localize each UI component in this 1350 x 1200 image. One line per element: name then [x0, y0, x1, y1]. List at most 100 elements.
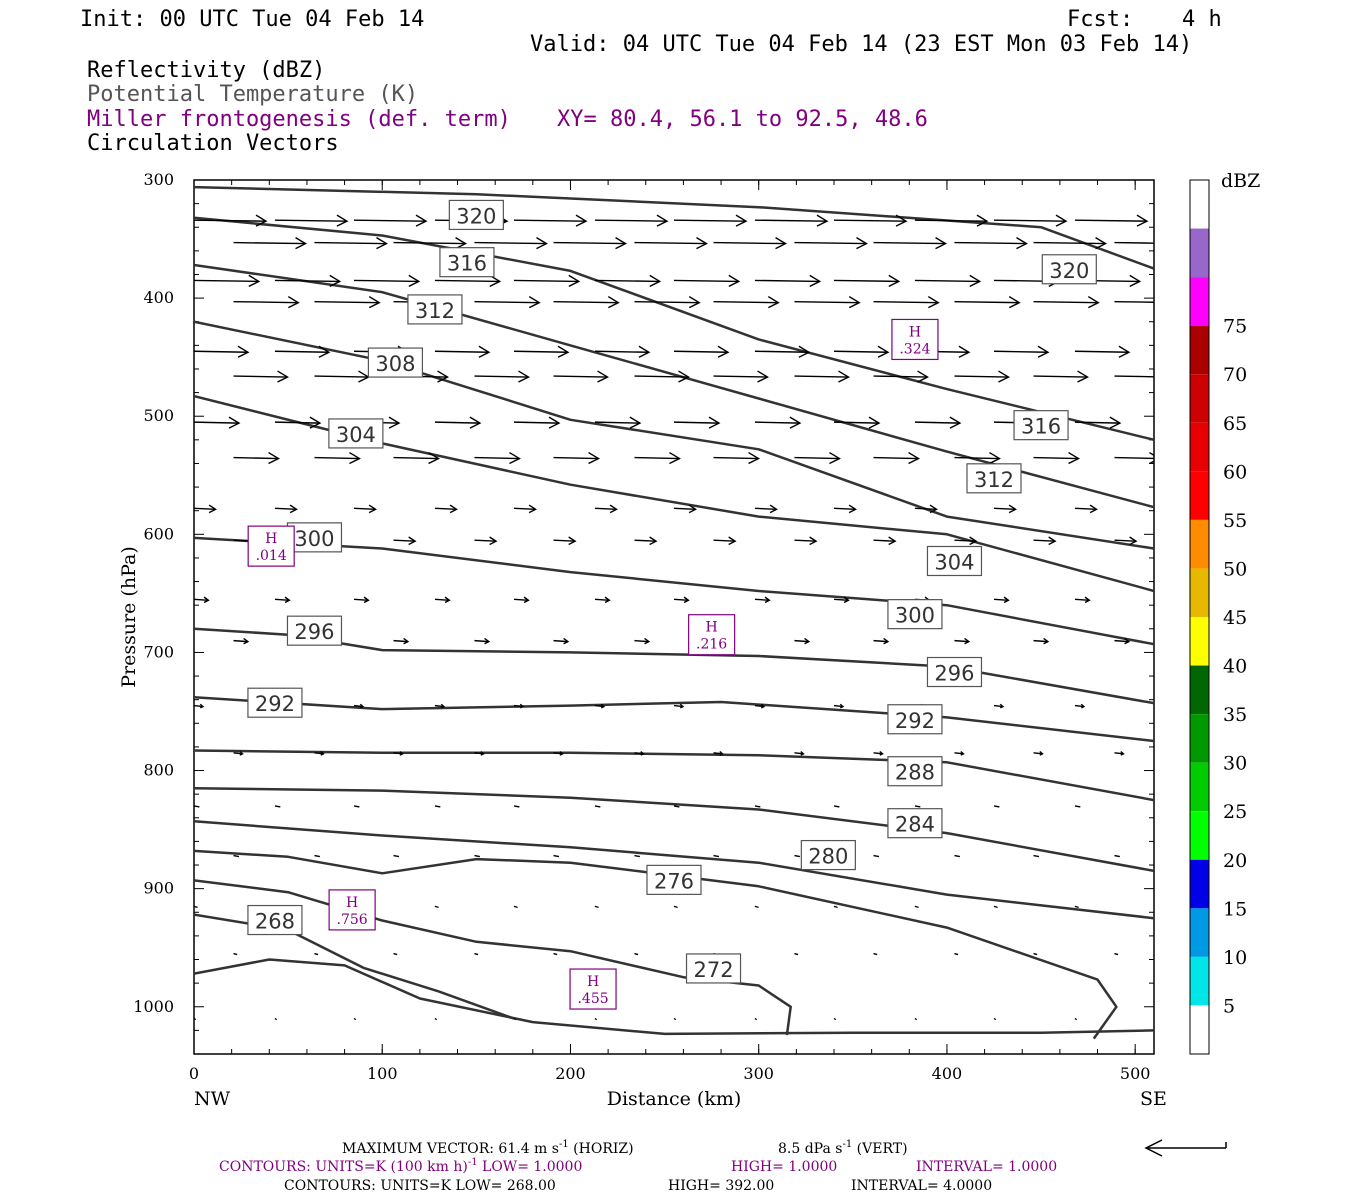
isentrope-label: 296: [926, 656, 983, 688]
circulation-vector: [673, 274, 741, 288]
isentrope-308: [194, 320, 1154, 550]
circulation-vector: [233, 236, 307, 250]
svg-text:300: 300: [294, 527, 334, 551]
circulation-vector: [553, 854, 560, 858]
svg-text:284: 284: [895, 813, 935, 837]
circulation-vector: [233, 854, 240, 858]
footer-frontogenesis-contours: CONTOURS: UNITS=K (100 km h)-1 LOW= 1.00…: [219, 1157, 1057, 1175]
colorbar-segment: [1190, 519, 1209, 569]
isentrope-label: 316: [1013, 410, 1069, 441]
circulation-vector: [594, 345, 651, 358]
isentrope-292: [194, 696, 1154, 743]
circulation-vector: [873, 637, 890, 645]
colorbar-segment: [1190, 956, 1209, 1006]
circulation-vector: [194, 416, 241, 429]
circulation-vector: [274, 214, 349, 227]
circulation-vector: [673, 1017, 677, 1021]
circulation-vector: [274, 805, 281, 808]
frontogenesis-high: H.756: [328, 889, 376, 931]
circulation-vector: [553, 236, 627, 250]
circulation-vector: [274, 504, 298, 514]
circulation-vector: [353, 1017, 357, 1021]
circulation-vector: [754, 214, 829, 227]
circulation-vector: [434, 416, 482, 429]
circulation-vector: [233, 952, 238, 956]
x-end-se: SE: [1140, 1088, 1167, 1110]
circulation-vector: [914, 504, 938, 514]
svg-text:312: 312: [974, 468, 1014, 492]
circulation-vector: [1114, 952, 1119, 956]
circulation-vector: [594, 416, 642, 429]
svg-text:.014: .014: [256, 548, 287, 564]
circulation-vector: [474, 854, 480, 858]
isentrope-label: 268: [247, 904, 303, 936]
svg-text:H: H: [346, 895, 358, 911]
field-potential-temperature: Potential Temperature (K): [87, 82, 418, 107]
circulation-vector: [314, 236, 388, 250]
circulation-vector: [314, 750, 325, 756]
circulation-vector: [274, 416, 322, 429]
circulation-vector: [1074, 504, 1098, 514]
circulation-vector: [1074, 214, 1149, 227]
x-axis-label: Distance (km): [607, 1088, 742, 1110]
circulation-vector: [393, 750, 404, 756]
circulation-vector: [353, 596, 370, 604]
circulation-vector: [1033, 952, 1038, 956]
forecast-hour: 4 h: [1182, 7, 1222, 32]
svg-text:H: H: [706, 620, 718, 636]
isentrope-label: 292: [247, 687, 303, 718]
y-axis-label: Pressure (hPa): [118, 546, 140, 688]
isentrope-label: 272: [685, 953, 742, 984]
circulation-vector: [594, 214, 669, 227]
circulation-vector: [713, 750, 724, 756]
circulation-vector: [194, 805, 200, 808]
isentrope-label: 288: [887, 756, 943, 787]
svg-text:H: H: [909, 324, 921, 340]
forecast-label: Fcst:: [1067, 7, 1133, 32]
circulation-vector: [754, 805, 761, 808]
circulation-vector: [194, 905, 198, 909]
isentrope-316: [194, 216, 1154, 442]
circulation-vector: [833, 703, 845, 709]
circulation-vector: [474, 296, 541, 309]
colorbar-tick-label: 45: [1223, 607, 1247, 629]
circulation-vector: [553, 750, 564, 756]
circulation-vector: [1114, 375, 1154, 378]
circulation-vector: [754, 274, 822, 288]
circulation-vector: [274, 345, 331, 358]
colorbar-tick-label: 70: [1223, 364, 1247, 386]
colorbar-segment: [1190, 762, 1209, 812]
circulation-vector: [393, 854, 400, 858]
circulation-vector: [993, 805, 1000, 808]
circulation-vector: [1033, 370, 1089, 383]
svg-text:.324: .324: [899, 341, 930, 357]
circulation-vector: [233, 296, 300, 309]
circulation-vector: [594, 805, 601, 808]
isentrope-320: [194, 185, 1154, 270]
circulation-vector: [314, 451, 361, 465]
circulation-vector: [474, 750, 485, 756]
isentrope-label: 320: [448, 199, 504, 231]
circulation-vector: [434, 345, 491, 358]
circulation-vector: [713, 536, 737, 546]
circulation-vectors: [194, 214, 1154, 1021]
circulation-vector: [873, 952, 878, 956]
x-tick-label: 200: [555, 1064, 586, 1083]
circulation-vector: [353, 805, 360, 808]
circulation-vector: [393, 637, 410, 645]
circulation-vector: [833, 345, 890, 358]
circulation-vector: [1033, 750, 1044, 756]
circulation-vector: [353, 214, 428, 227]
circulation-vector: [434, 596, 451, 604]
circulation-vector: [553, 296, 620, 309]
circulation-vector: [553, 370, 609, 383]
circulation-vector: [513, 596, 530, 604]
isentrope-label: 300: [887, 599, 943, 630]
circulation-vector: [194, 214, 268, 227]
isentrope-label: 276: [646, 864, 702, 895]
colorbar-tick-label: 25: [1223, 801, 1247, 823]
circulation-vector: [274, 1017, 278, 1021]
svg-text:296: 296: [934, 662, 974, 686]
circulation-vector: [1033, 536, 1057, 546]
circulation-vector: [673, 345, 730, 358]
